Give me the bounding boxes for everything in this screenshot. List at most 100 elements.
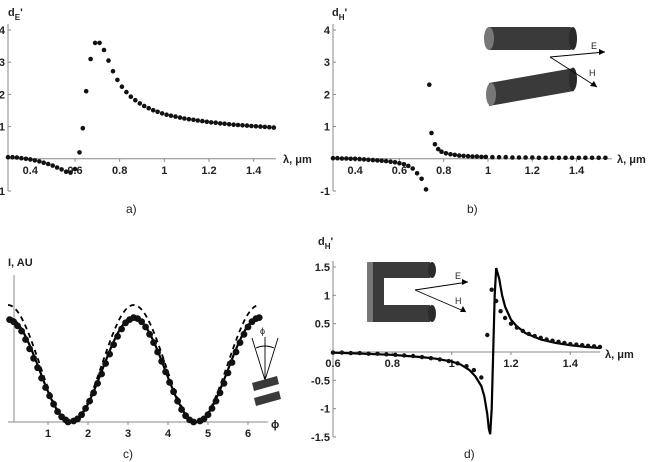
c-data-point [94, 380, 101, 387]
b-data-point [589, 155, 595, 161]
d-data-point [419, 354, 425, 360]
c-data-point [255, 314, 263, 321]
panel-b-tick-labels: 0.4 0.6 0.8 1 1.2 1.4 -1 1 2 3 4 [320, 25, 585, 198]
c-data-point [224, 369, 232, 377]
d-data-point [556, 339, 561, 344]
b-data-point [410, 166, 416, 171]
b-ytick-label: 1 [324, 122, 330, 134]
c-data-point [106, 350, 113, 358]
a-data-point [271, 125, 277, 130]
c-data-point [244, 323, 252, 331]
a-data-point [115, 77, 120, 83]
d-ytick-label: -0.5 [311, 375, 330, 387]
d-xtick-label: 0.6 [325, 358, 340, 370]
b-data-point [352, 156, 358, 162]
b-data-point [357, 156, 362, 162]
panel-b-rods-inset: E H [484, 27, 606, 106]
a-data-point [97, 40, 102, 46]
c-dashed-line [7, 304, 260, 423]
b-data-point [503, 154, 509, 160]
panel-d-h-label: H [455, 296, 462, 306]
d-data-point [574, 342, 579, 347]
d-data-point [410, 353, 416, 359]
a-data-point [146, 105, 151, 111]
a-data-point [28, 157, 33, 162]
e-arrow [549, 51, 606, 58]
b-data-point [596, 155, 601, 161]
d-data-point [538, 335, 543, 340]
panel-a-data [5, 40, 277, 175]
d-data-point [357, 350, 362, 356]
b-data-point [563, 155, 568, 161]
a-data-point [5, 154, 11, 160]
d-data-point [446, 358, 451, 364]
a-data-point [226, 122, 232, 127]
b-data-point [516, 155, 522, 160]
d-data-point [562, 340, 567, 346]
b-data-point [383, 158, 389, 164]
b-data-point [370, 157, 376, 163]
b-data-point [448, 152, 453, 157]
c-data-point [54, 408, 61, 415]
panel-b-xlabel: λ, μm [617, 154, 646, 166]
c-data-point [90, 389, 97, 397]
c-data-point [208, 405, 216, 412]
d-data-point [502, 315, 508, 321]
a-data-point [155, 109, 160, 115]
c-data-point [138, 318, 146, 326]
c-data-point [142, 323, 150, 331]
c-data-point [18, 327, 25, 335]
panel-c-angle-inset: ϕ [251, 326, 281, 406]
a-xtick-label: 0.8 [112, 165, 127, 177]
b-data-point [335, 155, 340, 161]
d-ytick-label: 0.5 [315, 319, 330, 331]
d-data-point [402, 353, 407, 358]
d-data-point [479, 375, 484, 380]
a-data-point [240, 123, 245, 128]
a-ytick-label: 2 [0, 89, 5, 101]
c-data-point [240, 330, 248, 338]
a-data-point [10, 154, 15, 160]
panel-a-xlabel: λ, μm [283, 154, 312, 166]
c-data-point [170, 388, 178, 396]
b-xtick-label: 0.8 [436, 165, 451, 177]
c-xtick-label: 1 [45, 428, 51, 440]
b-data-point [427, 82, 432, 87]
d-data-point [550, 338, 555, 343]
b-data-point [496, 154, 502, 160]
b-data-point [414, 171, 420, 176]
a-data-point [45, 161, 51, 167]
a-data-point [83, 88, 89, 94]
b-data-point [348, 156, 354, 162]
a-data-point [80, 125, 86, 131]
d-data-point [485, 332, 490, 338]
d-data-point [428, 356, 434, 361]
c-data-point [162, 368, 170, 376]
a-ytick-label: 3 [0, 57, 5, 69]
c-xtick-label: 2 [85, 428, 91, 440]
a-ytick-label: 4 [0, 25, 6, 37]
a-data-point [249, 123, 254, 129]
d-data-point [568, 341, 573, 347]
c-data-point [178, 406, 186, 413]
b-data-point [397, 161, 402, 166]
b-data-point [419, 176, 424, 182]
b-data-point [576, 155, 582, 161]
b-data-point [379, 158, 385, 163]
d-data-point [471, 367, 477, 373]
b-data-point [543, 155, 548, 161]
panel-c-data [6, 304, 263, 426]
a-data-point [182, 116, 187, 121]
d-data-point [348, 350, 353, 356]
c-data-point [102, 360, 109, 367]
a-data-point [50, 163, 55, 168]
b-data-point [330, 155, 336, 161]
a-data-point [14, 155, 20, 160]
a-data-point [168, 113, 174, 118]
panel-c-chart: 1 2 3 4 5 6 I, AU ϕ c) ϕ [6, 257, 281, 461]
a-data-point [213, 120, 218, 125]
a-data-point [41, 160, 46, 165]
panel-b-h-label: H [589, 68, 596, 78]
c-data-point [166, 378, 174, 386]
b-data-point [536, 155, 542, 161]
